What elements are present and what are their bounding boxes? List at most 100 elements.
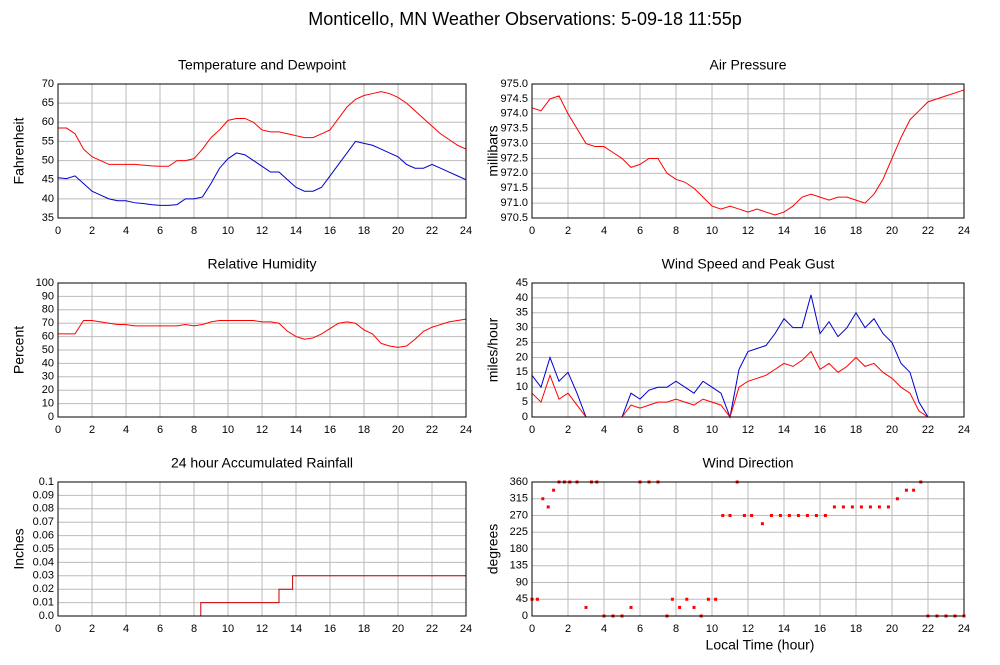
x-tick-label: 16 [814, 623, 826, 635]
y-tick-label: 50 [42, 344, 54, 356]
point [904, 488, 908, 492]
y-tick-label: 0.03 [33, 570, 54, 582]
y-tick-label: 0.01 [33, 597, 54, 609]
y-tick-label: 40 [516, 292, 528, 304]
chart-title: Relative Humidity [208, 256, 317, 272]
point [706, 597, 710, 601]
x-tick-label: 6 [637, 623, 643, 635]
y-tick-label: 0.08 [33, 503, 54, 515]
plot-frame [57, 481, 467, 617]
plot-frame [531, 481, 965, 617]
y-tick-label: 50 [42, 154, 54, 166]
x-tick-label: 8 [673, 225, 679, 237]
x-tick-label: 18 [850, 623, 862, 635]
x-tick-label: 14 [290, 225, 302, 237]
plot-frame [531, 282, 965, 418]
series-line [531, 89, 965, 216]
x-tick-label: 22 [922, 623, 934, 635]
y-tick-label: 35 [42, 212, 54, 224]
point [814, 514, 818, 517]
y-tick-label: 65 [42, 97, 54, 109]
x-tick-label: 0 [55, 424, 61, 436]
x-tick-label: 4 [123, 424, 129, 436]
point [787, 514, 791, 517]
y-tick-label: 315 [510, 493, 528, 505]
x-tick-label: 18 [358, 225, 370, 237]
x-tick-label: 18 [850, 225, 862, 237]
point [670, 597, 674, 601]
point [692, 605, 696, 609]
x-tick-label: 12 [256, 225, 268, 237]
y-tick-label: 0.09 [33, 489, 54, 501]
x-tick-label: 0 [55, 225, 61, 237]
x-tick-label: 2 [89, 623, 95, 635]
y-tick-label: 5 [522, 396, 528, 408]
y-tick-label: 40 [42, 357, 54, 369]
x-tick-label: 2 [89, 424, 95, 436]
x-axis-label: Local Time (hour) [706, 637, 815, 653]
plot-frame [57, 282, 467, 418]
y-tick-label: 971.5 [500, 182, 528, 194]
y-tick-label: 972.5 [500, 152, 528, 164]
y-tick-label: 20 [42, 384, 54, 396]
y-tick-label: 974.0 [500, 108, 528, 120]
y-tick-label: 972.0 [500, 167, 528, 179]
chart-title: Wind Speed and Peak Gust [662, 256, 835, 272]
x-tick-label: 16 [324, 225, 336, 237]
y-tick-label: 100 [36, 277, 54, 289]
x-tick-label: 22 [922, 225, 934, 237]
point [895, 497, 899, 501]
y-tick-label: 80 [42, 304, 54, 316]
y-tick-label: 0.1 [39, 476, 54, 488]
x-tick-label: 22 [426, 424, 438, 436]
point [823, 514, 827, 517]
y-axis-label: Percent [11, 326, 27, 374]
y-tick-label: 10 [516, 381, 528, 393]
x-tick-label: 16 [324, 623, 336, 635]
x-tick-label: 0 [529, 623, 535, 635]
chart-title: Wind Direction [702, 455, 793, 471]
x-tick-label: 24 [460, 623, 472, 635]
y-tick-label: 45 [516, 277, 528, 289]
point [678, 605, 682, 609]
point [886, 505, 890, 509]
point [750, 514, 754, 517]
point [805, 514, 809, 517]
x-tick-label: 6 [157, 623, 163, 635]
x-tick-label: 2 [565, 424, 571, 436]
point [850, 505, 854, 509]
y-tick-label: 0.06 [33, 530, 54, 542]
x-tick-label: 2 [565, 623, 571, 635]
x-tick-label: 4 [123, 225, 129, 237]
series-line [58, 575, 466, 617]
y-axis-label: millibars [485, 125, 501, 176]
y-tick-label: 25 [516, 336, 528, 348]
x-tick-label: 22 [426, 225, 438, 237]
x-tick-label: 20 [392, 424, 404, 436]
y-tick-label: 10 [42, 398, 54, 410]
x-tick-label: 18 [358, 424, 370, 436]
x-tick-label: 24 [460, 424, 472, 436]
y-tick-label: 0.02 [33, 583, 54, 595]
y-tick-label: 45 [42, 174, 54, 186]
y-tick-label: 360 [510, 476, 528, 488]
x-tick-label: 18 [358, 623, 370, 635]
x-tick-label: 10 [706, 623, 718, 635]
x-tick-label: 20 [392, 225, 404, 237]
y-tick-label: 35 [516, 307, 528, 319]
y-tick-label: 973.0 [500, 137, 528, 149]
y-tick-label: 60 [42, 331, 54, 343]
point [769, 514, 773, 517]
point [546, 505, 550, 509]
x-tick-label: 14 [290, 424, 302, 436]
point [877, 505, 881, 509]
chart-title: Temperature and Dewpoint [178, 57, 346, 73]
point [760, 522, 764, 526]
x-tick-label: 24 [460, 225, 472, 237]
point [841, 505, 845, 509]
plot-frame [57, 83, 467, 219]
x-tick-label: 10 [222, 225, 234, 237]
x-tick-label: 16 [814, 424, 826, 436]
y-tick-label: 15 [516, 366, 528, 378]
y-tick-label: 30 [42, 371, 54, 383]
